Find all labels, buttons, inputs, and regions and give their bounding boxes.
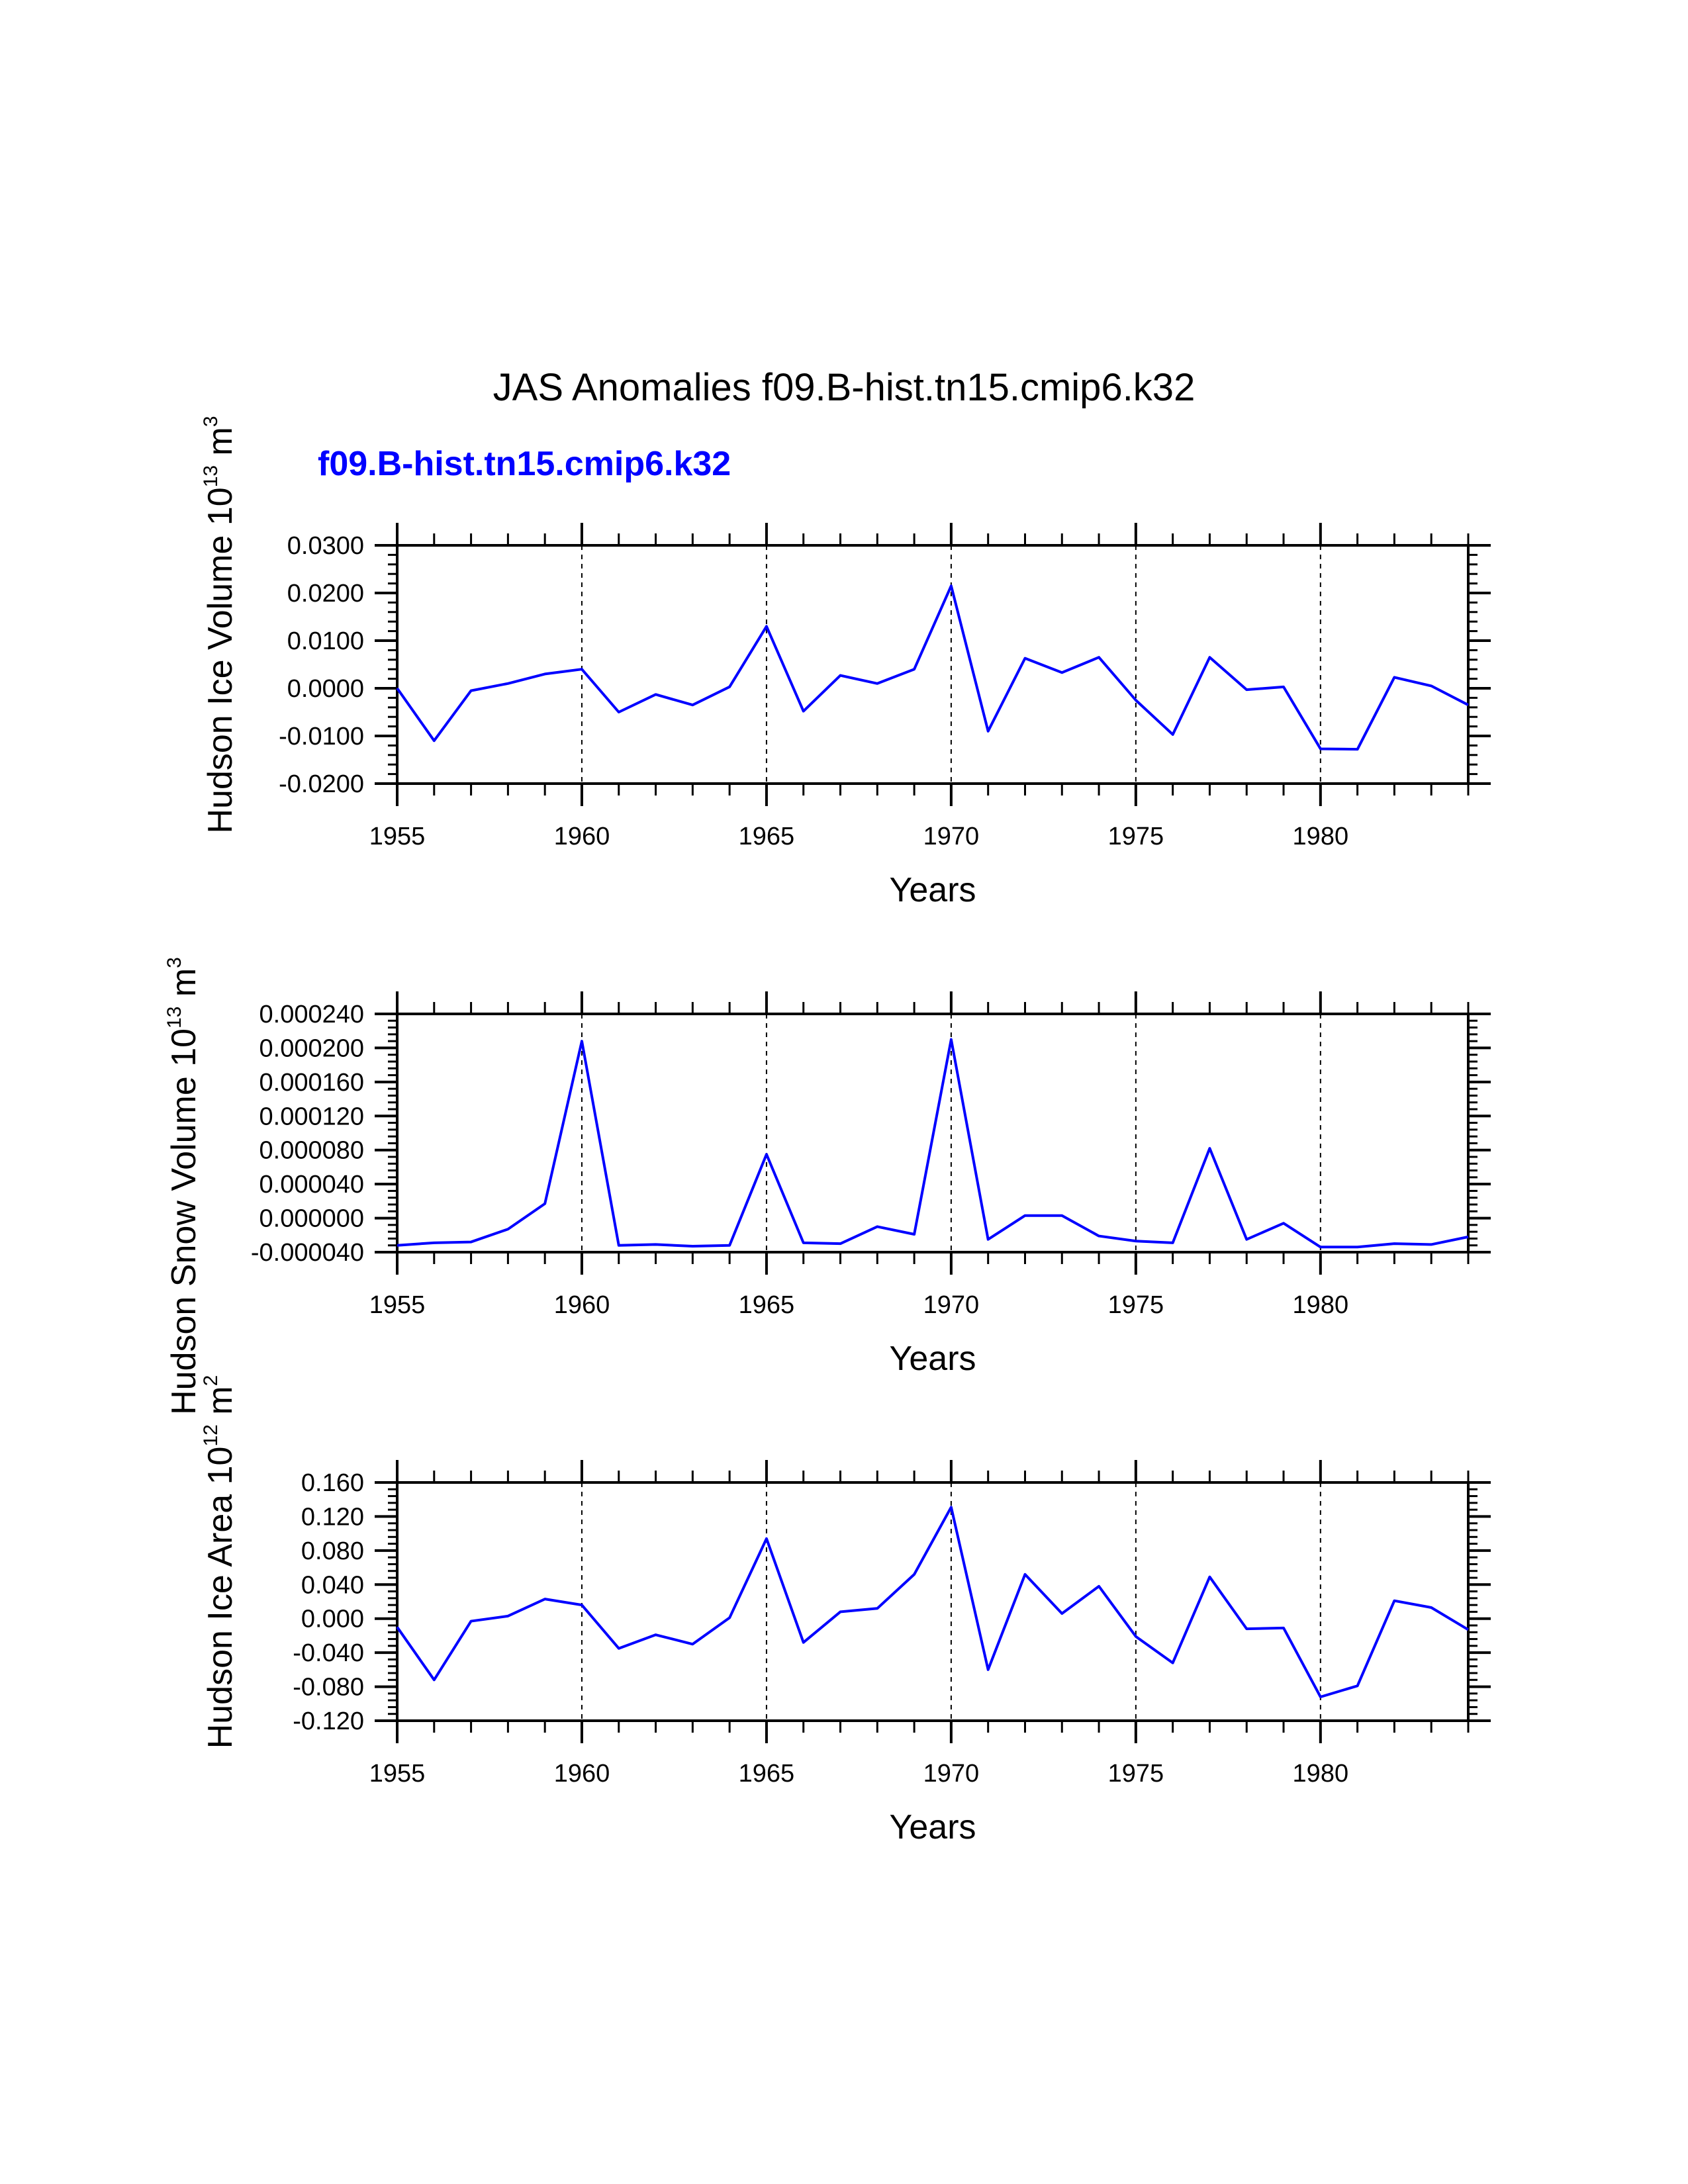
x-tick-label: 1960 (554, 1760, 610, 1788)
minor-ticks-ice-volume (388, 533, 1477, 796)
ylabel-unit-exponent: 3 (164, 957, 185, 968)
ylabel-main: Hudson Snow Volume 10 (165, 1028, 203, 1415)
figure-title: JAS Anomalies f09.B-hist.tn15.cmip6.k32 (493, 366, 1196, 409)
x-tick-label: 1965 (739, 1760, 795, 1788)
y-tick-label: 0.0200 (287, 580, 364, 608)
x-tick-label: 1970 (923, 1760, 980, 1788)
ylabel-main: Hudson Ice Volume 10 (201, 487, 240, 833)
y-tick-label: 0.040 (301, 1571, 364, 1599)
y-tick-label: 0.000080 (259, 1137, 365, 1165)
major-ticks-snow-volume (375, 991, 1491, 1275)
snow-volume-line (397, 1038, 1469, 1249)
ylabel-exponent: 12 (200, 1424, 222, 1446)
y-tick-label: 0.000240 (259, 1001, 365, 1028)
y-tick-label: 0.120 (301, 1503, 364, 1531)
y-tick-label: 0.0100 (287, 627, 364, 655)
y-axis-label-ice-area: Hudson Ice Area 1012 m2 (200, 1375, 240, 1749)
grid-lines-ice-volume (581, 545, 1321, 784)
x-tick-label: 1965 (739, 1291, 795, 1319)
y-tick-label: 0.000120 (259, 1103, 365, 1130)
y-tick-label: 0.000000 (259, 1205, 365, 1233)
y-tick-labels-snow-volume: -0.000040 0.000000 0.000040 0.000080 0.00012… (251, 1001, 364, 1267)
series-label: f09.B-hist.tn15.cmip6.k32 (318, 445, 731, 483)
y-tick-label: 0.0300 (287, 532, 364, 560)
y-tick-label: 0.0000 (287, 675, 364, 703)
y-tick-label: -0.040 (293, 1639, 364, 1667)
major-ticks-ice-area (375, 1460, 1491, 1743)
panel-ice-area: -0.120 -0.080 -0.040 0.000 0.040 0.080 0.120 0.… (200, 1375, 1491, 1846)
ylabel-unit: m (201, 427, 240, 465)
minor-ticks-ice-area (388, 1471, 1477, 1733)
ylabel-exponent: 13 (200, 465, 222, 487)
plot-frame-ice-volume (396, 544, 1470, 785)
panel-snow-volume: -0.000040 0.000000 0.000040 0.000080 0.00012… (164, 957, 1491, 1415)
ylabel-exponent: 13 (164, 1007, 185, 1028)
y-tick-label: 0.000040 (259, 1171, 365, 1199)
x-axis-label-ice-volume: Years (889, 871, 976, 909)
x-tick-label: 1975 (1108, 823, 1164, 850)
y-tick-label: -0.000040 (251, 1239, 364, 1267)
major-ticks-ice-volume (375, 523, 1491, 806)
x-tick-labels-ice-volume: 1955 1960 1965 1970 1975 1980 (369, 823, 1348, 850)
y-tick-label: -0.0100 (279, 723, 364, 751)
x-tick-label: 1965 (739, 823, 795, 850)
x-tick-label: 1980 (1293, 1760, 1349, 1788)
x-tick-labels-ice-area: 1955 1960 1965 1970 1975 1980 (369, 1760, 1348, 1788)
x-tick-label: 1955 (369, 823, 426, 850)
x-tick-label: 1955 (369, 1760, 426, 1788)
y-tick-labels-ice-volume: -0.0200 -0.0100 0.0000 0.0100 0.0200 0.0300 (279, 532, 364, 798)
y-tick-label: 0.000 (301, 1606, 364, 1633)
x-tick-label: 1980 (1293, 1291, 1349, 1319)
grid-lines-ice-area (581, 1482, 1321, 1721)
minor-ticks-snow-volume (388, 1002, 1477, 1264)
x-tick-label: 1980 (1293, 823, 1349, 850)
y-tick-label: 0.000200 (259, 1034, 365, 1062)
ylabel-unit-exponent: 3 (200, 416, 222, 427)
x-tick-labels-snow-volume: 1955 1960 1965 1970 1975 1980 (369, 1291, 1348, 1319)
x-axis-label-snow-volume: Years (889, 1340, 976, 1378)
ice-area-line (396, 1506, 1470, 1698)
y-axis-label-snow-volume: Hudson Snow Volume 1013 m3 (164, 957, 203, 1415)
panel-ice-volume: -0.0200 -0.0100 0.0000 0.0100 0.0200 0.0300 1… (200, 416, 1491, 909)
y-tick-label: -0.080 (293, 1674, 364, 1702)
y-tick-label: 0.080 (301, 1537, 364, 1565)
x-axis-label-ice-area: Years (889, 1808, 976, 1846)
plot-frame-ice-area (396, 1481, 1470, 1722)
x-tick-label: 1975 (1108, 1760, 1164, 1788)
x-tick-label: 1960 (554, 823, 610, 850)
ylabel-main: Hudson Ice Area 10 (201, 1447, 240, 1749)
ice-volume-line (396, 584, 1469, 751)
x-tick-label: 1975 (1108, 1291, 1164, 1319)
y-tick-label: -0.120 (293, 1707, 364, 1735)
x-tick-label: 1955 (369, 1291, 426, 1319)
ylabel-unit: m (165, 968, 203, 1007)
y-tick-label: 0.000160 (259, 1069, 365, 1097)
x-tick-label: 1970 (923, 823, 980, 850)
y-axis-label-ice-volume: Hudson Ice Volume 1013 m3 (200, 416, 240, 833)
grid-lines-snow-volume (581, 1014, 1321, 1252)
ylabel-unit-exponent: 2 (200, 1375, 222, 1387)
x-tick-label: 1970 (923, 1291, 980, 1319)
plot-frame-snow-volume (396, 1013, 1470, 1253)
y-tick-label: -0.0200 (279, 770, 364, 798)
y-tick-labels-ice-area: -0.120 -0.080 -0.040 0.000 0.040 0.080 0.120 0.… (293, 1469, 364, 1735)
y-tick-label: 0.160 (301, 1469, 364, 1497)
x-tick-label: 1960 (554, 1291, 610, 1319)
ylabel-unit: m (201, 1386, 240, 1424)
